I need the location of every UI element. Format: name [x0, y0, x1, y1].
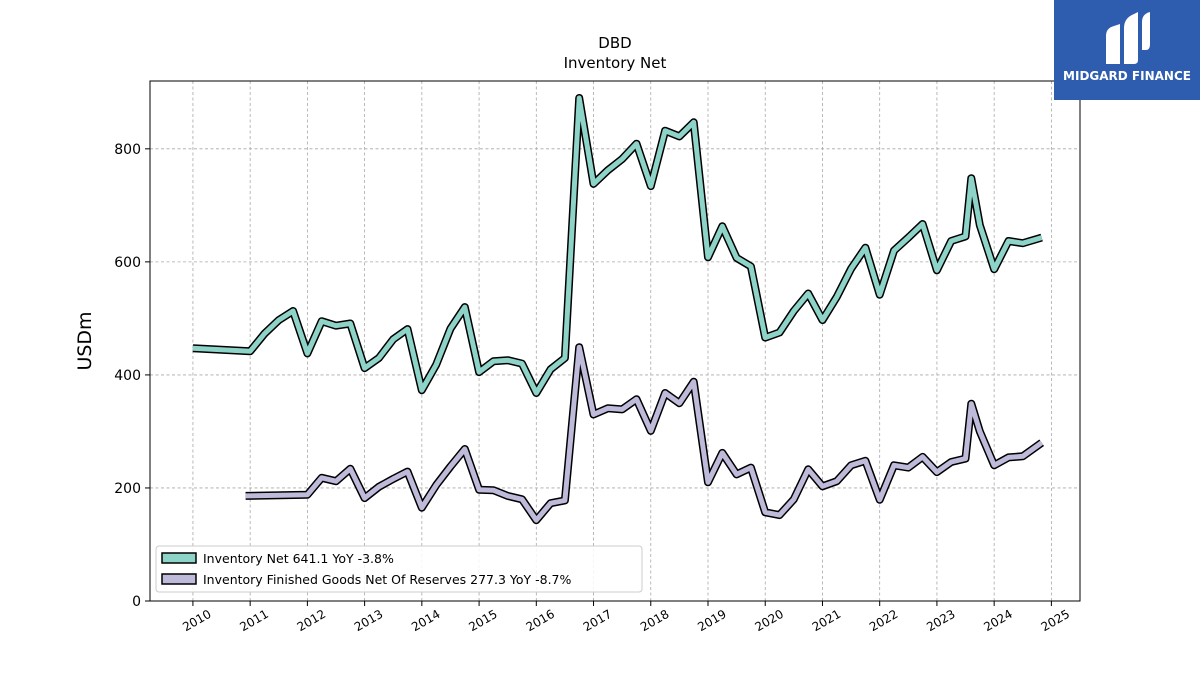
x-tick-label: 2014: [409, 607, 442, 634]
x-tick-label: 2010: [180, 607, 213, 634]
y-tick-label: 600: [114, 255, 141, 271]
x-axis: 2010 2011 2012 2013 2014 2015 2016 2017 2018 2019…: [180, 601, 1072, 634]
x-tick-label: 2025: [1039, 607, 1072, 634]
series-line-2: [245, 343, 1045, 525]
x-tick-label: 2019: [695, 607, 728, 634]
y-tick-label: 0: [132, 594, 141, 610]
y-tick-label: 400: [114, 368, 141, 384]
legend: Inventory Net 641.1 YoY -3.8% Inventory F…: [155, 545, 643, 593]
logo-text: MIDGARD FINANCE: [1063, 69, 1191, 83]
x-tick-label: 2018: [638, 607, 671, 634]
y-axis: 0 200 400 600 800: [114, 142, 150, 610]
x-tick-label: 2023: [924, 607, 957, 634]
chart-subtitle: Inventory Net: [564, 54, 667, 72]
legend-swatch: [161, 552, 197, 564]
x-tick-label: 2011: [237, 607, 270, 634]
series-line-1: [192, 94, 1043, 397]
logo-mark-icon: [1106, 12, 1150, 64]
plot-frame: [149, 80, 1081, 602]
x-tick-label: 2021: [810, 607, 843, 634]
x-tick-label: 2022: [867, 607, 900, 634]
y-axis-label: USDm: [74, 311, 96, 370]
x-tick-label: 2012: [295, 607, 328, 634]
legend-box: [155, 545, 643, 593]
x-tick-label: 2013: [352, 607, 385, 634]
chart-title: DBD: [598, 34, 631, 52]
x-tick-label: 2024: [981, 607, 1014, 634]
x-tick-label: 2015: [466, 607, 499, 634]
x-tick-label: 2017: [581, 607, 614, 634]
x-tick-label: 2016: [524, 607, 557, 634]
series-layer: [192, 94, 1045, 525]
legend-label: Inventory Net 641.1 YoY -3.8%: [203, 551, 394, 566]
legend-label: Inventory Finished Goods Net Of Reserves…: [203, 572, 572, 587]
y-tick-label: 800: [114, 142, 141, 158]
x-tick-label: 2020: [753, 607, 786, 634]
legend-swatch: [161, 573, 197, 585]
y-tick-label: 200: [114, 481, 141, 497]
brand-logo: MIDGARD FINANCE: [1054, 0, 1200, 100]
grid: [150, 81, 1080, 601]
